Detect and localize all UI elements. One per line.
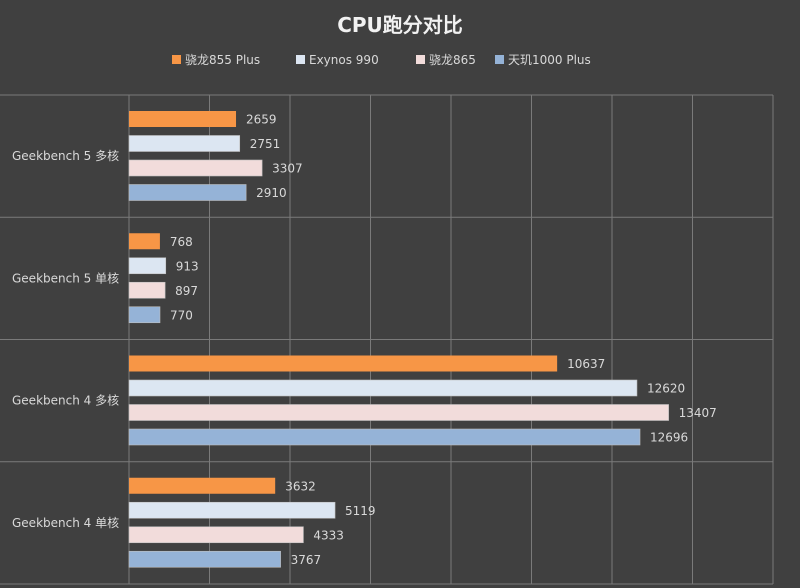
data-label: 3767 <box>291 553 322 567</box>
legend: 骁龙855 Plus Exynos 990 骁龙865 天玑1000 Plus <box>172 53 591 67</box>
bar <box>129 355 558 372</box>
category-label: Geekbench 4 多核 <box>12 394 119 408</box>
legend-item: Exynos 990 <box>296 53 379 67</box>
data-label: 10637 <box>567 357 605 371</box>
category-label: Geekbench 4 单核 <box>12 516 119 530</box>
bar <box>128 526 304 544</box>
bar <box>129 477 276 494</box>
legend-item: 天玑1000 Plus <box>495 53 591 67</box>
bar <box>128 404 669 421</box>
legend-item: 骁龙865 <box>416 53 476 67</box>
data-label: 5119 <box>345 504 376 518</box>
data-label: 12620 <box>647 382 685 396</box>
category-labels: Geekbench 5 多核 Geekbench 5 单核 Geekbench 4 … <box>12 149 119 530</box>
data-label: 2910 <box>256 186 287 200</box>
data-label: 2751 <box>250 137 281 151</box>
bar <box>128 306 161 324</box>
bar <box>129 233 160 250</box>
legend-label: 天玑1000 Plus <box>508 53 591 67</box>
legend-swatch <box>172 55 181 64</box>
data-label: 768 <box>170 235 193 249</box>
bar <box>128 135 241 152</box>
data-label: 13407 <box>679 406 717 420</box>
data-label: 913 <box>176 259 199 273</box>
data-label: 4333 <box>313 528 344 542</box>
category-label: Geekbench 5 单核 <box>12 271 119 285</box>
data-label: 3307 <box>272 162 303 176</box>
legend-swatch <box>296 55 305 64</box>
data-label: 770 <box>170 308 193 322</box>
bar <box>128 257 167 275</box>
legend-label: 骁龙865 <box>429 53 476 67</box>
data-label: 897 <box>175 284 198 298</box>
bar <box>128 550 281 568</box>
legend-swatch <box>416 55 425 64</box>
bar <box>128 184 247 201</box>
bar <box>129 111 237 127</box>
category-label: Geekbench 5 多核 <box>12 149 119 163</box>
legend-label: Exynos 990 <box>309 53 379 67</box>
bar <box>128 379 638 397</box>
gridlines <box>0 94 774 585</box>
legend-swatch <box>495 55 504 64</box>
bar <box>128 159 263 177</box>
bar <box>128 428 641 446</box>
data-label: 12696 <box>650 431 688 445</box>
legend-item: 骁龙855 Plus <box>172 53 260 67</box>
legend-label: 骁龙855 Plus <box>185 53 260 67</box>
bars: 2659 2751 3307 2910 768 913 897 770 10637 12620 13… <box>128 111 717 568</box>
chart-title: CPU跑分对比 <box>337 13 463 37</box>
data-label: 2659 <box>246 113 277 127</box>
bar <box>128 501 336 519</box>
data-label: 3632 <box>285 479 316 493</box>
bar <box>128 281 166 299</box>
